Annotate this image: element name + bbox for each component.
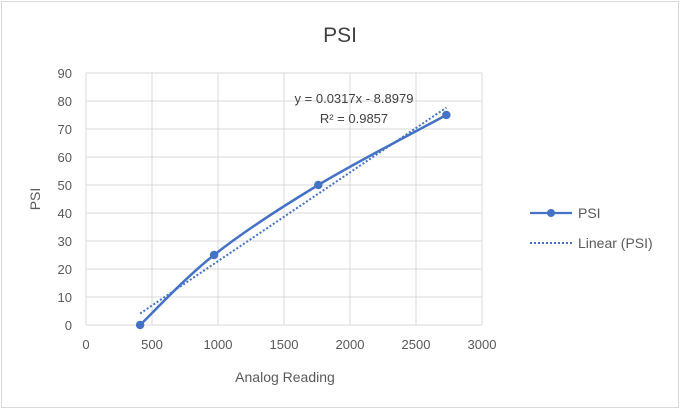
x-tick-label: 0 — [82, 337, 89, 352]
x-axis-title: Analog Reading — [235, 369, 335, 385]
legend: PSI Linear (PSI) — [530, 205, 653, 251]
chart-title: PSI — [323, 24, 357, 47]
trendline-r-squared: R² = 0.9857 — [320, 111, 388, 126]
y-tick-label: 80 — [58, 94, 72, 109]
y-tick-label: 50 — [58, 178, 72, 193]
data-point — [135, 320, 145, 330]
series-line-psi — [139, 113, 447, 326]
y-axis-title: PSI — [27, 188, 43, 211]
legend-psi-marker — [547, 209, 555, 217]
trendline-equation: y = 0.0317x - 8.8979 — [295, 91, 414, 106]
trendline — [139, 106, 447, 315]
trendline-layer — [139, 106, 447, 315]
y-tick-label: 70 — [58, 122, 72, 137]
x-tick-label: 3000 — [468, 337, 497, 352]
y-tick-label: 20 — [58, 262, 72, 277]
legend-linear-label: Linear (PSI) — [578, 235, 653, 251]
y-tick-label: 60 — [58, 150, 72, 165]
x-tick-label: 2500 — [402, 337, 431, 352]
legend-psi-label: PSI — [578, 205, 601, 221]
data-point — [314, 180, 323, 190]
x-tick-label: 1500 — [270, 337, 299, 352]
x-tick-label: 2000 — [336, 337, 365, 352]
data-point — [442, 110, 451, 120]
x-tick-label: 1000 — [204, 337, 233, 352]
chart: PSI 0 500 1000 1500 2000 2500 3000 0 10 20 30 40 50… — [27, 24, 653, 385]
x-tick-label: 500 — [141, 337, 163, 352]
y-tick-label: 0 — [65, 318, 72, 333]
y-tick-label: 30 — [58, 234, 72, 249]
data-point — [209, 250, 219, 260]
series-layer — [135, 110, 451, 330]
y-tick-labels: 0 10 20 30 40 50 60 70 80 90 — [58, 66, 72, 333]
y-tick-label: 10 — [58, 290, 72, 305]
y-tick-label: 40 — [58, 206, 72, 221]
gridlines — [85, 72, 483, 326]
x-tick-labels: 0 500 1000 1500 2000 2500 3000 — [82, 337, 496, 352]
y-tick-label: 90 — [58, 66, 72, 81]
